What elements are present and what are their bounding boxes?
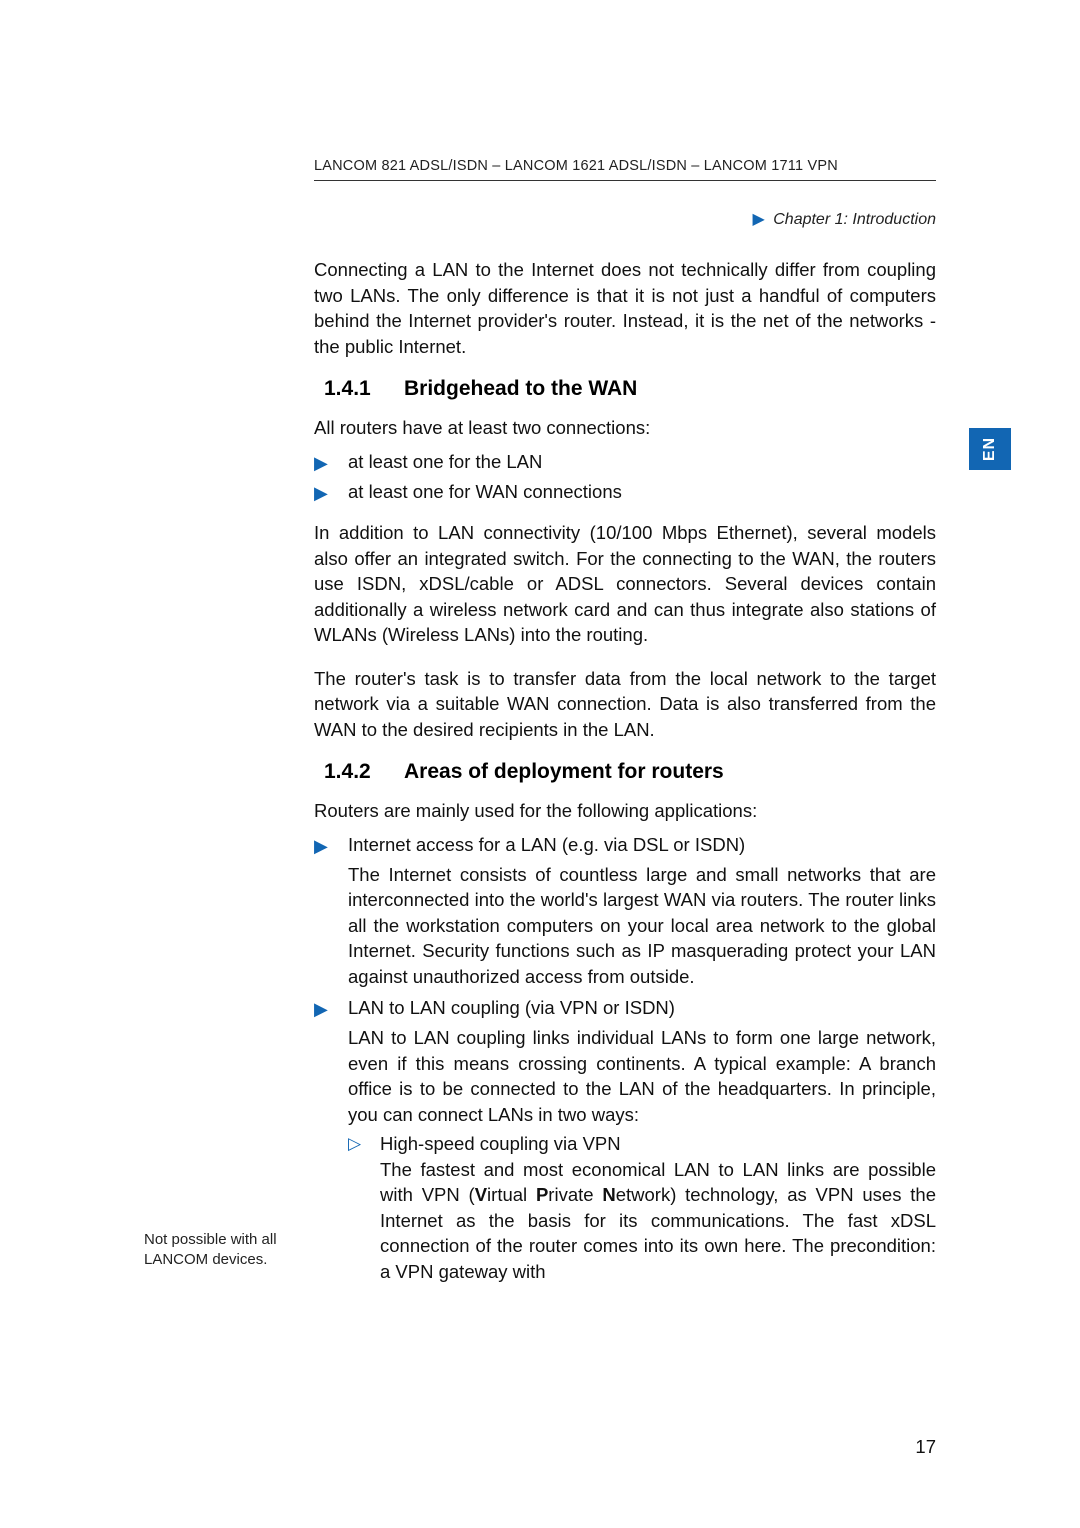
bullet-icon: ▶ [314, 480, 328, 506]
sub-list: ▷ High-speed coupling via VPN The fastes… [348, 1131, 936, 1284]
body-column: Connecting a LAN to the Internet does no… [314, 257, 936, 1284]
s141-lead: All routers have at least two connection… [314, 415, 936, 441]
heading-1-4-1: 1.4.1Bridgehead to the WAN [404, 377, 936, 401]
list-item: ▶ Internet access for a LAN (e.g. via DS… [314, 832, 936, 989]
s142-items: ▶ Internet access for a LAN (e.g. via DS… [314, 832, 936, 1284]
bullet-body: The Internet consists of countless large… [348, 862, 936, 990]
open-bullet-icon: ▷ [348, 1132, 361, 1155]
chapter-marker-icon: ▶ [752, 211, 764, 228]
heading-number: 1.4.1 [324, 377, 404, 401]
bullet-icon: ▶ [314, 450, 328, 476]
sub-head: High-speed coupling via VPN [380, 1133, 621, 1154]
list-item: ▶ at least one for WAN connections [314, 479, 936, 506]
intro-paragraph: Connecting a LAN to the Internet does no… [314, 257, 936, 359]
page-number: 17 [915, 1436, 936, 1458]
txt-irtual: irtual [487, 1184, 536, 1205]
sub-body: The fastest and most economical LAN to L… [380, 1157, 936, 1285]
list-item: ▶ at least one for the LAN [314, 449, 936, 476]
heading-text: Areas of deployment for routers [404, 760, 724, 783]
s141-bullets: ▶ at least one for the LAN ▶ at least on… [314, 449, 936, 507]
heading-text: Bridgehead to the WAN [404, 377, 637, 400]
running-header: LANCOM 821 ADSL/ISDN – LANCOM 1621 ADSL/… [314, 158, 936, 174]
bold-p: P [536, 1184, 548, 1205]
bullet-head: LAN to LAN coupling (via VPN or ISDN) [348, 997, 675, 1018]
bullet-icon: ▶ [314, 996, 328, 1022]
s141-p2: The router's task is to transfer data fr… [314, 666, 936, 743]
txt-rivate: rivate [548, 1184, 602, 1205]
chapter-line: ▶ Chapter 1: Introduction [144, 209, 936, 229]
s142-lead: Routers are mainly used for the followin… [314, 798, 936, 824]
bullet-head: Internet access for a LAN (e.g. via DSL … [348, 834, 745, 855]
margin-note: Not possible with all LANCOM devices. [144, 1230, 294, 1271]
s141-p1: In addition to LAN connectivity (10/100 … [314, 520, 936, 648]
bullet-text: at least one for the LAN [348, 451, 542, 472]
bullet-body: LAN to LAN coupling links individual LAN… [348, 1025, 936, 1127]
bullet-text: at least one for WAN connections [348, 481, 622, 502]
header-rule [314, 180, 936, 181]
chapter-title: Chapter 1: Introduction [773, 211, 936, 228]
bold-v: V [475, 1184, 487, 1205]
bold-n: N [602, 1184, 615, 1205]
bullet-icon: ▶ [314, 833, 328, 859]
heading-number: 1.4.2 [324, 760, 404, 784]
language-tab: EN [969, 428, 1011, 470]
page: LANCOM 821 ADSL/ISDN – LANCOM 1621 ADSL/… [0, 0, 1080, 1528]
language-tab-label: EN [981, 437, 999, 461]
list-item: ▶ LAN to LAN coupling (via VPN or ISDN) … [314, 995, 936, 1284]
heading-1-4-2: 1.4.2Areas of deployment for routers [404, 760, 936, 784]
sub-list-item: ▷ High-speed coupling via VPN The fastes… [348, 1131, 936, 1284]
